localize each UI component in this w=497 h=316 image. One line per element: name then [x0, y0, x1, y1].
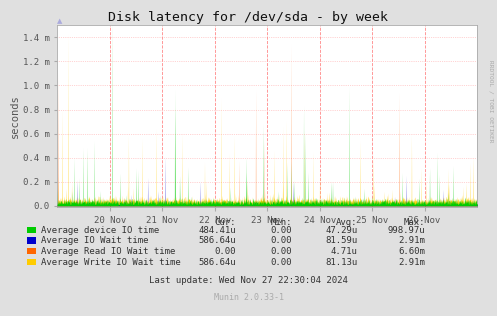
Text: 586.64u: 586.64u [198, 236, 236, 245]
Text: Disk latency for /dev/sda - by week: Disk latency for /dev/sda - by week [108, 11, 389, 24]
Text: 6.60m: 6.60m [398, 247, 425, 256]
Y-axis label: seconds: seconds [10, 94, 20, 138]
Text: 81.59u: 81.59u [326, 236, 358, 245]
Text: Average Read IO Wait time: Average Read IO Wait time [41, 247, 175, 256]
Text: ▲: ▲ [57, 18, 63, 24]
Text: Average IO Wait time: Average IO Wait time [41, 236, 149, 245]
Text: Min:: Min: [271, 218, 292, 227]
Text: 586.64u: 586.64u [198, 258, 236, 267]
Text: Average device IO time: Average device IO time [41, 226, 160, 234]
Text: 47.29u: 47.29u [326, 226, 358, 234]
Text: Cur:: Cur: [215, 218, 236, 227]
Text: Munin 2.0.33-1: Munin 2.0.33-1 [214, 293, 283, 302]
Text: 2.91m: 2.91m [398, 258, 425, 267]
Text: 0.00: 0.00 [271, 247, 292, 256]
Text: 81.13u: 81.13u [326, 258, 358, 267]
Text: Average Write IO Wait time: Average Write IO Wait time [41, 258, 181, 267]
Text: 0.00: 0.00 [271, 236, 292, 245]
Text: 0.00: 0.00 [215, 247, 236, 256]
Text: Max:: Max: [404, 218, 425, 227]
Text: Last update: Wed Nov 27 22:30:04 2024: Last update: Wed Nov 27 22:30:04 2024 [149, 276, 348, 284]
Text: 0.00: 0.00 [271, 226, 292, 234]
Text: Avg:: Avg: [336, 218, 358, 227]
Text: 0.00: 0.00 [271, 258, 292, 267]
Text: 4.71u: 4.71u [331, 247, 358, 256]
Text: 998.97u: 998.97u [387, 226, 425, 234]
Text: 2.91m: 2.91m [398, 236, 425, 245]
Text: RRDTOOL / TOBI OETIKER: RRDTOOL / TOBI OETIKER [488, 60, 493, 143]
Text: 484.41u: 484.41u [198, 226, 236, 234]
